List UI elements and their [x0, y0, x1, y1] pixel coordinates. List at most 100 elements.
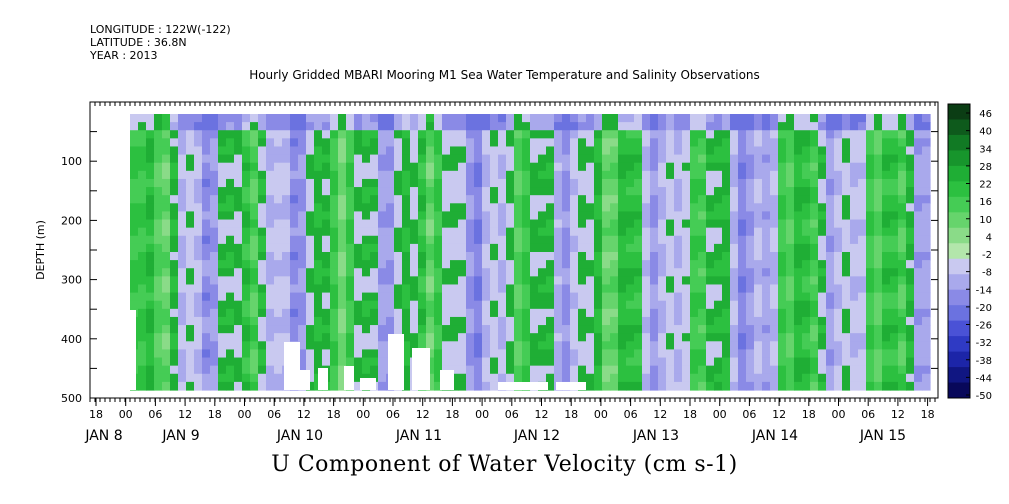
- colorbar-swatch: [948, 243, 970, 260]
- heatmap-cell: [570, 154, 579, 164]
- heatmap-cell: [610, 243, 619, 253]
- heatmap-cell: [770, 243, 779, 253]
- heatmap-cell: [714, 365, 723, 375]
- heatmap-cell: [866, 308, 875, 318]
- heatmap-cell: [514, 373, 523, 383]
- colorbar-label: -8: [982, 268, 992, 279]
- heatmap-cell: [538, 187, 547, 196]
- heatmap-cell: [258, 243, 267, 253]
- heatmap-cell: [690, 341, 699, 351]
- heatmap-cell: [338, 252, 347, 261]
- heatmap-cell: [154, 349, 163, 359]
- heatmap-cell: [218, 333, 227, 342]
- heatmap-cell: [170, 349, 179, 359]
- x-day-label: JAN 12: [513, 428, 560, 444]
- heatmap-cell: [386, 308, 395, 318]
- heatmap-cell: [130, 187, 139, 196]
- heatmap-cell: [138, 130, 147, 139]
- heatmap-cell: [482, 219, 491, 229]
- heatmap-cell: [714, 349, 723, 359]
- heatmap-cell: [794, 300, 803, 310]
- heatmap-cell: [154, 268, 163, 277]
- heatmap-cell: [266, 300, 275, 310]
- heatmap-cell: [226, 130, 235, 139]
- heatmap-cell: [426, 195, 435, 204]
- heatmap-cell: [506, 292, 515, 302]
- heatmap-cell: [546, 187, 555, 196]
- heatmap-cell: [194, 300, 203, 310]
- heatmap-cell: [786, 268, 795, 277]
- heatmap-cell: [922, 122, 931, 131]
- heatmap-cell: [858, 235, 867, 245]
- heatmap-cell: [410, 211, 419, 221]
- heatmap-cell: [442, 284, 451, 294]
- heatmap-cell: [434, 187, 443, 196]
- heatmap-cell: [786, 235, 795, 245]
- heatmap-cell: [810, 227, 819, 237]
- heatmap-cell: [826, 325, 835, 334]
- heatmap-cell: [186, 154, 195, 164]
- heatmap-cell: [530, 187, 539, 196]
- heatmap-cell: [626, 195, 635, 204]
- heatmap-cell: [426, 170, 435, 180]
- heatmap-cell: [706, 357, 715, 367]
- heatmap-cell: [834, 203, 843, 213]
- heatmap-cell: [402, 170, 411, 180]
- heatmap-cell: [658, 333, 667, 342]
- heatmap-cell: [826, 227, 835, 237]
- heatmap-cell: [914, 187, 923, 196]
- heatmap-cell: [914, 154, 923, 164]
- heatmap-cell: [330, 114, 339, 123]
- heatmap-cell: [762, 268, 771, 277]
- heatmap-cell: [674, 138, 683, 148]
- heatmap-cell: [714, 211, 723, 221]
- heatmap-cell: [146, 227, 155, 237]
- heatmap-cell: [866, 243, 875, 253]
- heatmap-cell: [642, 178, 651, 188]
- heatmap-cell: [554, 252, 563, 261]
- heatmap-cell: [922, 219, 931, 229]
- heatmap-cell: [506, 138, 515, 148]
- heatmap-cell: [842, 130, 851, 139]
- heatmap-cell: [850, 373, 859, 383]
- heatmap-cell: [762, 122, 771, 131]
- heatmap-cell: [682, 122, 691, 131]
- heatmap-cell: [882, 333, 891, 342]
- heatmap-cell: [386, 292, 395, 302]
- heatmap-cell: [202, 308, 211, 318]
- heatmap-cell: [570, 268, 579, 277]
- heatmap-cell: [778, 365, 787, 375]
- heatmap-cell: [346, 227, 355, 237]
- heatmap-cell: [274, 227, 283, 237]
- heatmap-cell: [410, 219, 419, 229]
- heatmap-cell: [314, 195, 323, 204]
- heatmap-cell: [546, 349, 555, 359]
- heatmap-cell: [346, 130, 355, 139]
- heatmap-cell: [866, 349, 875, 359]
- heatmap-cell: [786, 284, 795, 294]
- heatmap-cell: [194, 154, 203, 164]
- heatmap-cell: [370, 130, 379, 139]
- heatmap-cell: [394, 300, 403, 310]
- heatmap-cell: [450, 284, 459, 294]
- heatmap-cell: [706, 349, 715, 359]
- heatmap-cell: [698, 227, 707, 237]
- heatmap-cell: [914, 227, 923, 237]
- heatmap-cell: [690, 357, 699, 367]
- heatmap-cell: [226, 308, 235, 318]
- heatmap-cell: [410, 268, 419, 277]
- heatmap-cell: [154, 114, 163, 123]
- heatmap-cell: [538, 235, 547, 245]
- x-hour-label: 00: [238, 408, 252, 421]
- heatmap-cell: [410, 130, 419, 139]
- heatmap-cell: [914, 284, 923, 294]
- heatmap-cell: [242, 308, 251, 318]
- heatmap-cell: [786, 195, 795, 204]
- heatmap-cell: [594, 373, 603, 383]
- heatmap-cell: [482, 130, 491, 139]
- heatmap-cell: [346, 276, 355, 286]
- heatmap-cell: [818, 316, 827, 326]
- heatmap-cell: [882, 178, 891, 188]
- heatmap-cell: [794, 211, 803, 221]
- heatmap-cell: [466, 365, 475, 375]
